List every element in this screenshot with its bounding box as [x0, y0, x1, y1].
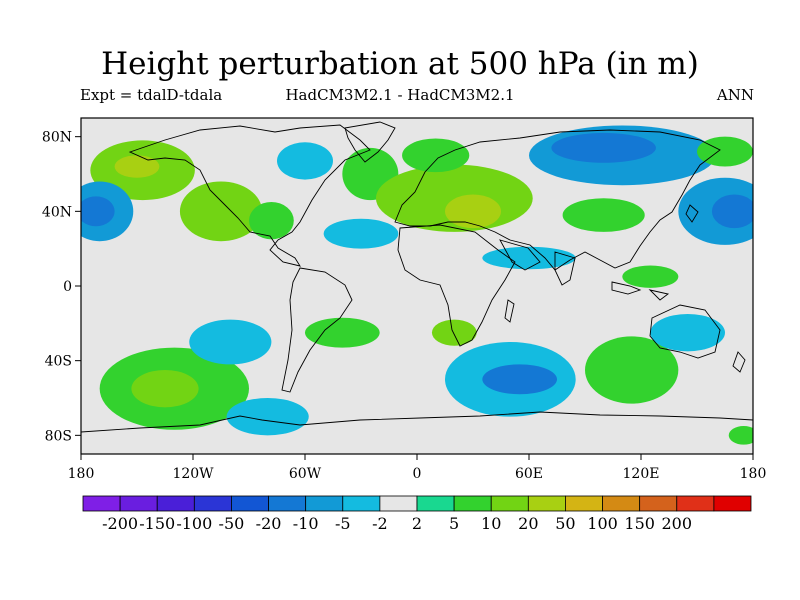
experiment-label: Expt = tdalD-tdala	[80, 86, 223, 104]
lat-tick-label: 40N	[42, 204, 72, 220]
colorbar-label: -200	[102, 514, 138, 533]
colorbar-swatch	[602, 495, 641, 512]
contour-region	[551, 132, 656, 163]
colorbar-swatch	[342, 495, 381, 512]
lon-tick-label: 60E	[515, 466, 543, 482]
contour-region	[179, 181, 263, 242]
contour-region	[131, 370, 199, 408]
colorbar-swatch	[305, 495, 344, 512]
contour-region	[482, 364, 557, 395]
colorbar-label: 5	[449, 514, 459, 533]
colorbar-swatch	[119, 495, 158, 512]
colorbar-label: -20	[256, 514, 282, 533]
lat-tick-label: 40S	[45, 354, 72, 370]
contour-region	[650, 314, 726, 352]
colorbar-label: 2	[412, 514, 422, 533]
lon-tick-label: 180	[68, 466, 95, 482]
colorbar-swatch	[453, 495, 492, 512]
coastlines	[81, 121, 753, 433]
colorbar-label: 20	[518, 514, 538, 533]
colorbar-label: -50	[219, 514, 245, 533]
lon-tick-label: 120W	[172, 466, 214, 482]
contour-region	[697, 136, 753, 167]
map-title: Height perturbation at 500 hPa (in m)	[101, 46, 699, 82]
colorbar-label: 150	[624, 514, 655, 533]
colorbar-label: -5	[335, 514, 351, 533]
contour-region	[431, 319, 477, 346]
lat-tick-label: 80N	[42, 130, 72, 146]
lon-tick-label: 0	[413, 466, 422, 482]
colorbar: -200 -150 -100 -50 -20 -10 -5 -2 2 5 10 20 50 100 150 2…	[82, 495, 752, 533]
contour-region	[585, 336, 679, 404]
colorbar-label: -2	[372, 514, 388, 533]
contour-region	[226, 398, 309, 436]
lat-tick-label: 0	[63, 279, 72, 295]
longitude-axis: 180 120W 60W 0 60E 120E 180	[68, 454, 767, 482]
lon-tick-label: 180	[740, 466, 767, 482]
lat-tick-label: 80S	[45, 428, 72, 444]
contour-region	[114, 155, 160, 178]
colorbar-label: -100	[176, 514, 212, 533]
contour-region	[711, 194, 753, 229]
contour-region	[728, 426, 753, 445]
contour-regions	[81, 125, 753, 445]
colorbar-swatch	[193, 495, 232, 512]
colorbar-swatch	[231, 495, 269, 512]
colorbar-label: -150	[139, 514, 175, 533]
contour-region	[323, 218, 399, 249]
colorbar-swatch	[527, 495, 566, 512]
colorbar-swatch	[268, 495, 307, 512]
contour-region	[277, 142, 333, 180]
contour-region	[189, 319, 272, 365]
latitude-axis: 80N 40N 0 40S 80S	[42, 130, 81, 444]
contour-region	[445, 194, 501, 229]
colorbar-label: 200	[662, 514, 693, 533]
contour-region	[482, 246, 576, 270]
colorbar-label: -10	[293, 514, 319, 533]
season-label: ANN	[716, 86, 754, 104]
model-label: HadCM3M2.1 - HadCM3M2.1	[285, 86, 515, 104]
colorbar-swatch	[379, 495, 418, 512]
lon-tick-label: 120E	[623, 466, 660, 482]
contour-region	[305, 317, 380, 348]
colorbar-swatch	[565, 495, 603, 512]
lon-tick-label: 60W	[289, 466, 322, 482]
contour-region	[81, 196, 115, 227]
contour-region	[249, 202, 294, 240]
colorbar-label: 10	[481, 514, 501, 533]
colorbar-swatch	[156, 495, 195, 512]
colorbar-label: 100	[587, 514, 618, 533]
contour-region	[622, 265, 679, 288]
contour-region	[402, 138, 470, 173]
contour-region	[562, 198, 645, 232]
colorbar-swatch	[490, 495, 529, 512]
colorbar-swatch	[639, 495, 678, 512]
colorbar-label: 50	[555, 514, 575, 533]
colorbar-swatch	[82, 495, 121, 512]
colorbar-swatch	[713, 495, 752, 512]
colorbar-swatch	[416, 495, 455, 512]
colorbar-swatch	[676, 495, 715, 512]
